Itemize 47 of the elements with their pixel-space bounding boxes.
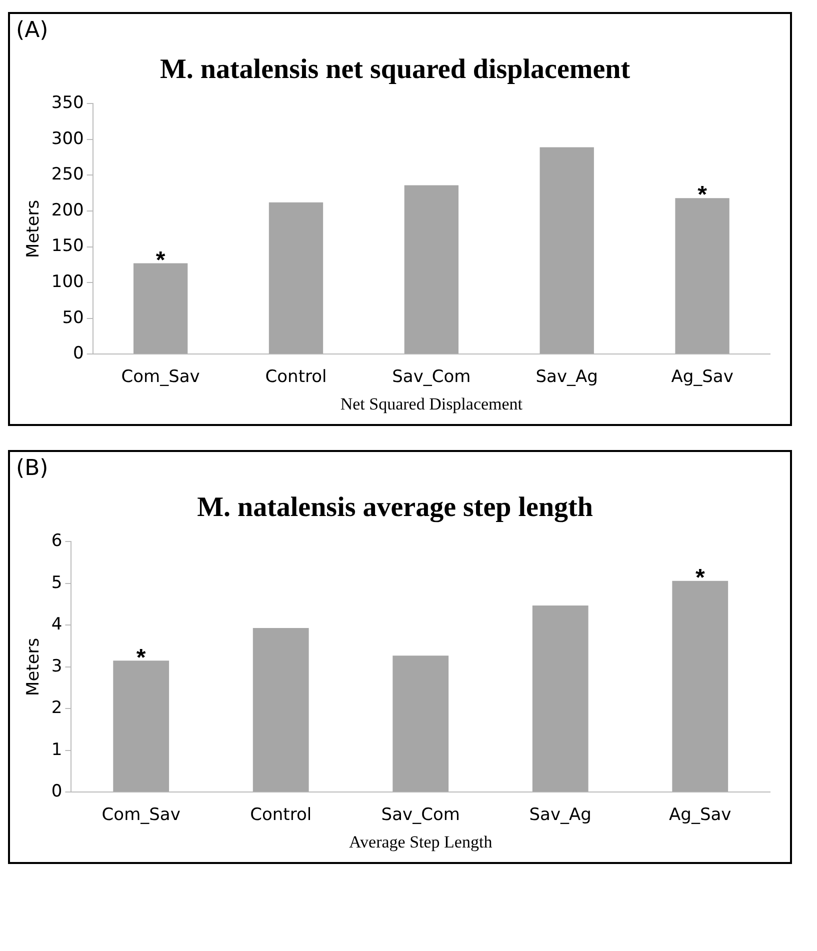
annotation: *	[156, 246, 166, 274]
x-tick-label: Ag_Sav	[671, 366, 734, 387]
x-tick-label: Sav_Com	[381, 804, 460, 825]
y-tick-label: 2	[51, 698, 62, 718]
bar	[540, 147, 594, 354]
x-tick-label: Ag_Sav	[669, 804, 732, 825]
bar	[392, 656, 449, 792]
bar	[672, 580, 728, 792]
bar	[133, 263, 188, 354]
bar	[113, 660, 170, 792]
x-axis-title: Net Squared Displacement	[340, 394, 523, 414]
annotation: *	[698, 182, 708, 209]
y-tick-label: 150	[51, 236, 84, 256]
bar	[675, 198, 730, 354]
x-tick-label: Control	[250, 804, 312, 825]
bar	[532, 606, 588, 792]
x-tick-label: Com_Sav	[102, 804, 180, 825]
text: (B)	[16, 456, 48, 481]
x-tick-label: Com_Sav	[121, 366, 200, 387]
x-tick-label: Sav_Ag	[529, 804, 592, 825]
chart-title: M. natalensis average step length	[197, 492, 594, 524]
y-tick-label: 0	[51, 782, 62, 802]
x-axis-title: Average Step Length	[349, 832, 493, 852]
x-tick-label: Control	[265, 366, 327, 387]
bar	[404, 185, 459, 354]
y-axis-title: Meters	[24, 638, 44, 696]
y-tick-label: 1	[51, 740, 62, 760]
annotation: *	[695, 564, 706, 592]
y-tick-label: 200	[51, 200, 84, 220]
y-tick-label: 0	[73, 344, 84, 364]
y-tick-label: 6	[51, 531, 62, 552]
y-tick-label: 100	[51, 272, 84, 292]
chart-title: M. natalensis net squared displacement	[160, 54, 631, 86]
y-tick-label: 250	[51, 164, 84, 185]
x-tick-label: Sav_Ag	[536, 366, 598, 387]
y-tick-label: 50	[62, 308, 84, 328]
y-tick-label: 350	[51, 93, 84, 114]
bar	[268, 202, 324, 354]
text: (A)	[16, 18, 48, 43]
y-tick-label: 3	[51, 656, 62, 676]
y-tick-label: 5	[51, 572, 62, 593]
y-tick-label: 4	[51, 614, 62, 635]
x-tick-label: Sav_Com	[392, 366, 471, 387]
bar	[252, 628, 309, 792]
y-axis-title: Meters	[24, 200, 44, 258]
y-tick-label: 300	[51, 128, 84, 149]
annotation: *	[136, 644, 146, 672]
